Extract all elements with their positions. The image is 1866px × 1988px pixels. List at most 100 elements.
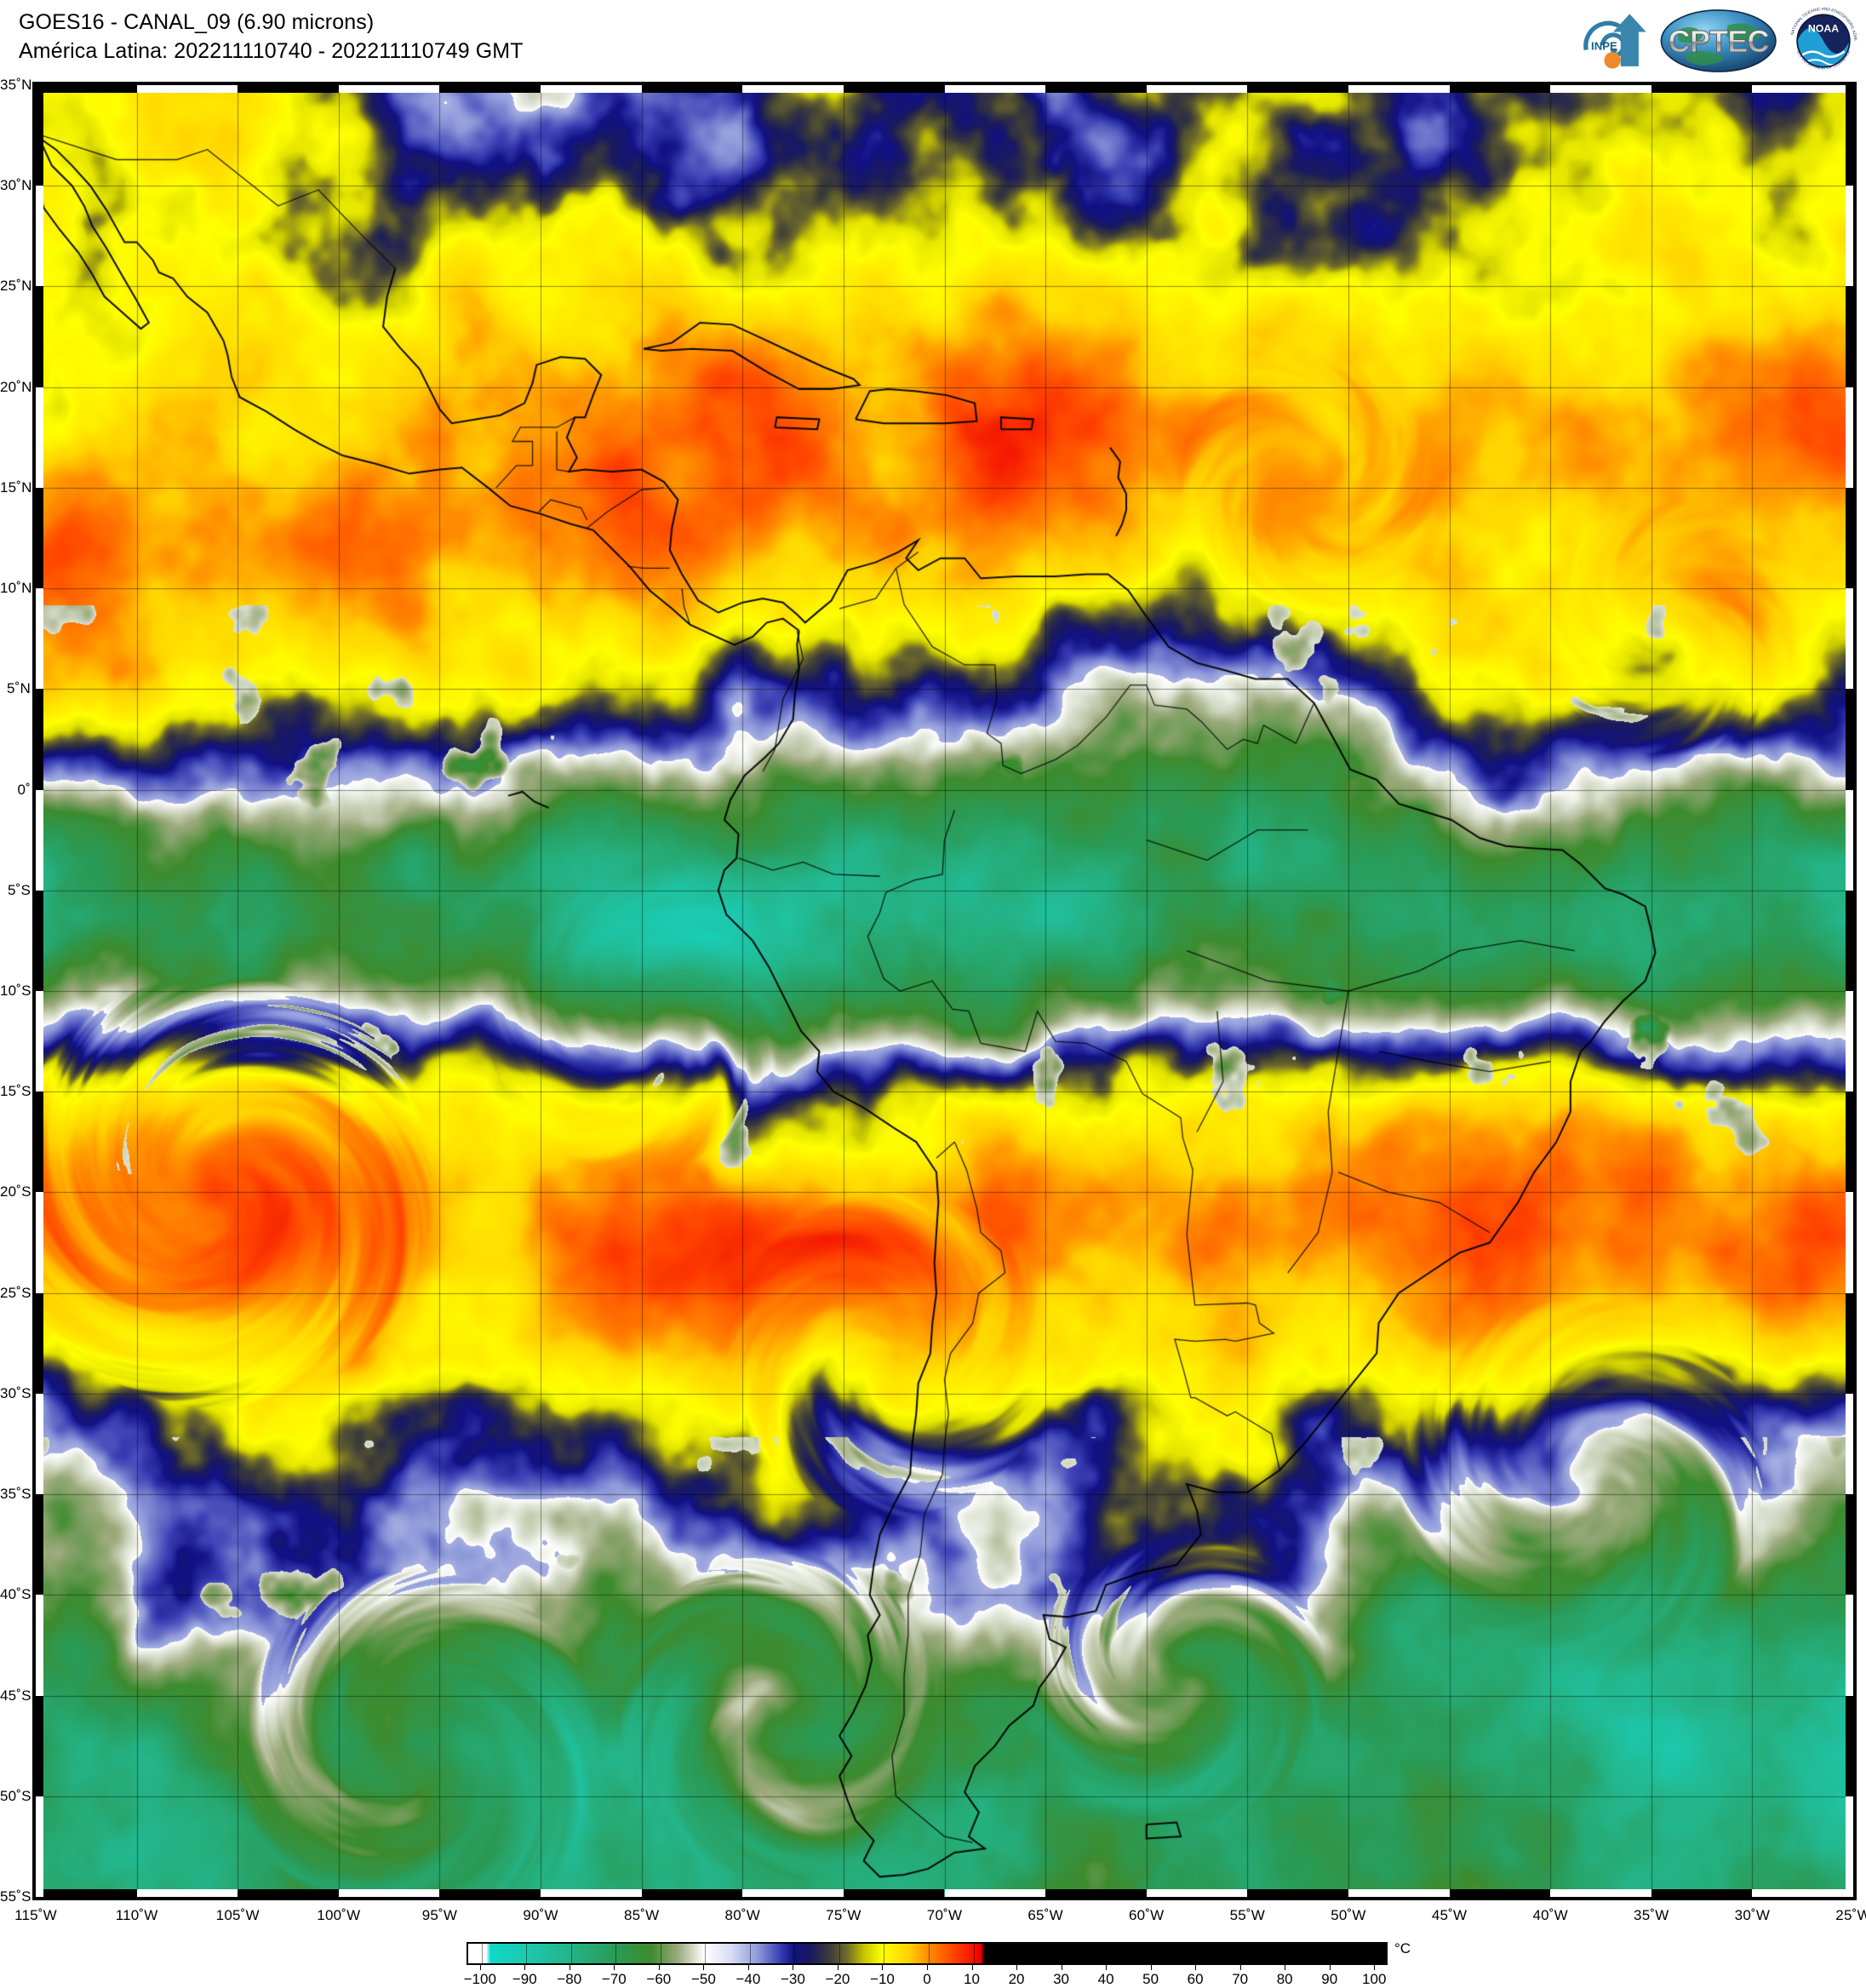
- map-frame-band: [1752, 1889, 1853, 1897]
- colorbar-tick-label: −60: [646, 1971, 672, 1987]
- colorbar-tick-label: −30: [781, 1971, 805, 1987]
- colorbar-tick: [524, 1965, 526, 1970]
- colorbar-tick: [1329, 1965, 1331, 1970]
- map-frame-band: [36, 1595, 43, 1696]
- colorbar-tick-label: 10: [964, 1971, 980, 1987]
- title-block: GOES16 - CANAL_09 (6.90 microns) América…: [19, 9, 524, 66]
- map-frame-band: [641, 85, 743, 93]
- product-title: GOES16 - CANAL_09 (6.90 microns): [19, 10, 375, 34]
- lon-tick-label: 105˚W: [215, 1907, 260, 1923]
- colorbar-tick: [1374, 1965, 1376, 1970]
- lon-tick-label: 85˚W: [623, 1907, 660, 1923]
- colorbar-tick-label: 80: [1276, 1971, 1293, 1987]
- colorbar: °C −100 −90 −80 −70 −60 −50 −40 −30 −20 −10 0 10 20 3…: [464, 1940, 1411, 1987]
- colorbar-tick-label: 60: [1187, 1971, 1204, 1987]
- map-frame-band: [1651, 85, 1753, 93]
- map-frame-band: [541, 1889, 642, 1897]
- map-frame-band: [1846, 286, 1853, 387]
- lon-tick-label: 30˚W: [1734, 1907, 1771, 1923]
- lon-tick-label: 70˚W: [926, 1907, 963, 1923]
- map-frame-band: [1045, 1889, 1147, 1897]
- map-frame-band: [36, 1292, 43, 1394]
- colorbar-unit-label: °C: [1394, 1940, 1411, 1956]
- colorbar-gridline: [705, 1944, 707, 1963]
- lon-tick-label: 40˚W: [1532, 1907, 1568, 1923]
- colorbar-gridline: [839, 1944, 840, 1963]
- map-frame-band: [1846, 387, 1853, 488]
- lat-tick-label: 20˚N: [0, 378, 32, 395]
- colorbar-tick: [703, 1965, 705, 1970]
- cptec-logo: CPTEC: [1660, 9, 1777, 72]
- map-frame-band: [136, 1889, 238, 1897]
- colorbar-tick-label: −40: [736, 1971, 761, 1987]
- colorbar-tick-label: −100: [463, 1971, 496, 1987]
- colorbar-tick-label: 50: [1142, 1971, 1159, 1987]
- colorbar-tick: [479, 1965, 481, 1970]
- colorbar-gridline: [749, 1944, 751, 1963]
- lat-tick-label: 25˚S: [0, 1284, 31, 1301]
- colorbar-tick-label: 90: [1321, 1971, 1338, 1987]
- map-frame-band: [1146, 1889, 1248, 1897]
- map-frame-band: [1846, 186, 1853, 287]
- colorbar-tick-label: 30: [1053, 1971, 1070, 1987]
- colorbar-tick: [927, 1965, 928, 1970]
- lon-tick-label: 110˚W: [115, 1907, 158, 1923]
- map-frame-band: [1846, 1292, 1853, 1394]
- satellite-map[interactable]: [32, 82, 1857, 1900]
- map-frame-band: [439, 1889, 541, 1897]
- colorbar-tick-label: 0: [923, 1971, 931, 1987]
- map-frame-band: [541, 85, 642, 93]
- colorbar-tick-label: 20: [1008, 1971, 1025, 1987]
- lon-tick-label: 90˚W: [523, 1907, 558, 1923]
- map-frame-band: [1550, 85, 1651, 93]
- lat-tick-label: 55˚S: [0, 1888, 31, 1905]
- lat-tick-label: 5˚S: [7, 881, 31, 898]
- lat-tick-label: 40˚S: [0, 1586, 31, 1603]
- map-frame-band: [36, 387, 43, 488]
- colorbar-tick-label: −20: [825, 1971, 850, 1987]
- lon-tick-label: 80˚W: [724, 1907, 760, 1923]
- map-frame-band: [36, 85, 137, 93]
- map-frame-band: [136, 85, 238, 93]
- lon-tick-label: 95˚W: [421, 1907, 458, 1923]
- colorbar-tick: [837, 1965, 839, 1970]
- lat-tick-label: 30˚N: [0, 177, 32, 194]
- logo-bar: INPE CPTEC: [1576, 2, 1861, 80]
- colorbar-gradient-box: [466, 1942, 1388, 1965]
- map-frame-band: [1247, 85, 1348, 93]
- colorbar-gridline: [615, 1944, 617, 1963]
- lon-tick-label: 35˚W: [1634, 1907, 1669, 1923]
- lat-tick-label: 10˚N: [0, 580, 32, 597]
- map-frame-band: [1752, 85, 1853, 93]
- colorbar-tick: [658, 1965, 660, 1970]
- colorbar-tick: [1016, 1965, 1018, 1970]
- map-frame-band: [1449, 85, 1551, 93]
- map-frame-band: [1846, 1796, 1853, 1897]
- cptec-logo-text: CPTEC: [1668, 24, 1769, 59]
- map-frame-band: [36, 487, 43, 589]
- lat-tick-label: 10˚S: [0, 983, 31, 999]
- colorbar-tick: [971, 1965, 973, 1970]
- colorbar-tick: [747, 1965, 749, 1970]
- inpe-logo-text: INPE: [1591, 40, 1617, 53]
- satellite-image-canvas[interactable]: [36, 85, 1853, 1897]
- lon-tick-label: 60˚W: [1129, 1907, 1165, 1923]
- map-frame-band: [1045, 85, 1147, 93]
- map-frame-band: [1846, 85, 1853, 186]
- map-frame-band: [1846, 1192, 1853, 1293]
- lat-tick-label: 20˚S: [0, 1183, 31, 1200]
- colorbar-tick: [1195, 1965, 1197, 1970]
- map-frame-band: [439, 85, 541, 93]
- lon-tick-label: 50˚W: [1331, 1907, 1366, 1923]
- noaa-logo-wordmark: NOAA: [1808, 22, 1839, 34]
- colorbar-tick-label: −50: [690, 1971, 716, 1987]
- lat-tick-label: 50˚S: [0, 1787, 31, 1804]
- colorbar-tick-label: −80: [557, 1971, 582, 1987]
- colorbar-tick: [614, 1965, 615, 1970]
- map-frame-band: [1146, 85, 1248, 93]
- map-frame-band: [1846, 487, 1853, 589]
- lon-tick-label: 55˚W: [1229, 1907, 1266, 1923]
- map-frame-band: [1651, 1889, 1753, 1897]
- lat-tick-label: 5˚N: [7, 680, 31, 697]
- colorbar-tick: [882, 1965, 884, 1970]
